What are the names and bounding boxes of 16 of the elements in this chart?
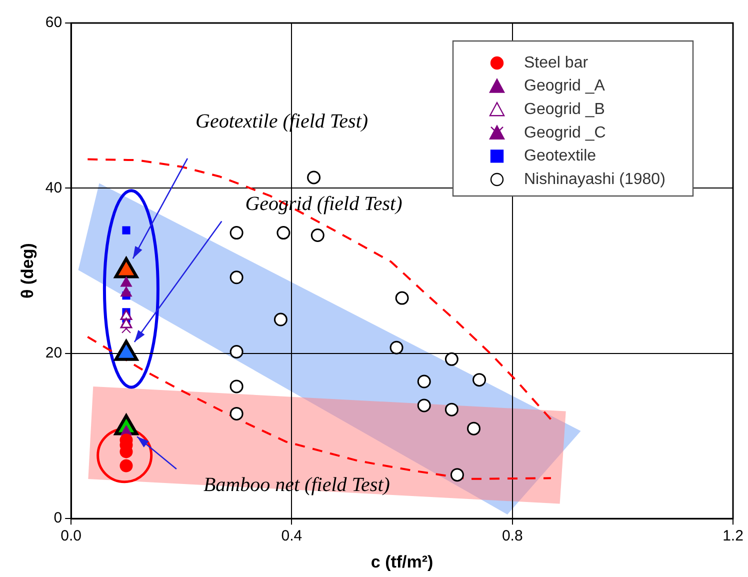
x-tick-label: 0.8 (502, 528, 523, 545)
legend-label: Geotextile (524, 148, 596, 165)
y-tick-label: 60 (45, 14, 62, 32)
legend-label: Geogrid _A (524, 78, 606, 95)
legend-label: Geogrid _B (524, 101, 605, 118)
x-tick-label: 1.2 (722, 528, 744, 545)
legend-label: Nishinayashi (1980) (524, 170, 666, 188)
x-axis-title: c (tf/m²) (370, 552, 434, 572)
y-tick-label: 20 (45, 344, 62, 362)
x-tick-label: 0.0 (60, 528, 82, 545)
legend-label: Geogrid _C (524, 124, 606, 142)
y-tick-label: 0 (54, 510, 62, 527)
y-axis-title: θ (deg) (18, 243, 37, 299)
x-tick-label: 0.4 (281, 528, 302, 545)
legend-label: Steel bar (524, 54, 589, 72)
y-tick-label: 40 (45, 179, 62, 196)
